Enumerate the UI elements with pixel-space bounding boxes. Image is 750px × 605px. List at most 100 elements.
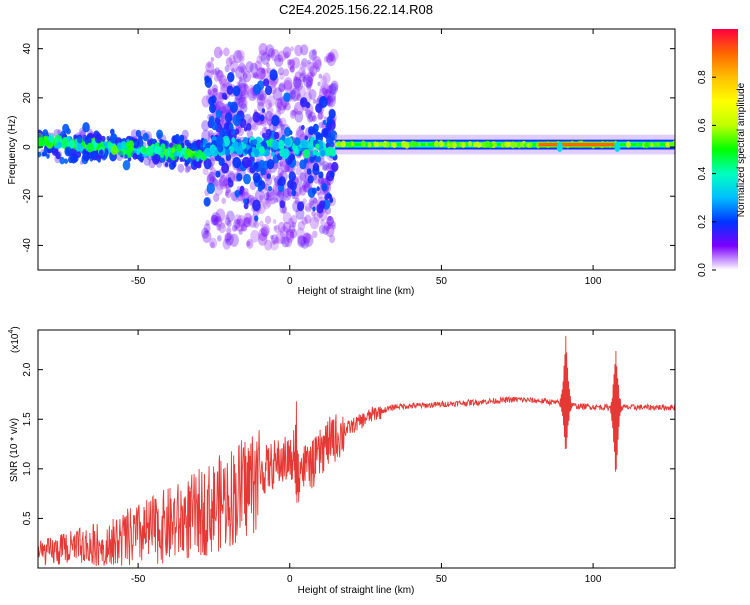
snr-scale-suffix: )	[10, 326, 21, 329]
spectrogram-blob	[254, 189, 265, 203]
spectrogram-blob	[218, 78, 223, 84]
spectrogram-blob	[305, 76, 314, 87]
spectrogram-blob	[346, 141, 352, 148]
spectrogram-blob	[433, 140, 439, 148]
spectrogram-blob	[229, 101, 239, 113]
spectrogram-blob	[202, 230, 212, 243]
spectrogram-blob	[266, 54, 271, 61]
spectrogram-blob	[328, 108, 336, 119]
spectrogram-blob	[288, 171, 296, 182]
spectrogram-blob	[367, 142, 372, 148]
colorbar-gradient	[712, 29, 738, 270]
spectrogram-blob	[291, 57, 301, 69]
spectrogram-blob	[265, 128, 272, 138]
spectrogram-blob	[317, 179, 322, 185]
spectrogram-blob	[218, 222, 226, 234]
spectrogram-blob	[323, 56, 329, 63]
snr-scale-prefix: (x10	[10, 333, 21, 353]
spectrogram-blob	[266, 106, 274, 116]
spectrogram-blob	[239, 185, 245, 192]
spectrogram-blob	[97, 134, 102, 140]
spectrogram-blob	[184, 165, 190, 174]
spectrogram-blob	[242, 217, 251, 228]
spectrogram-blob	[48, 136, 53, 142]
spectrogram-blob	[205, 219, 210, 226]
spectrogram-blob	[243, 113, 252, 126]
spectrogram-blob	[219, 50, 224, 56]
spectrogram-blob	[94, 133, 103, 144]
spectrogram-blob	[43, 135, 48, 141]
spectrogram-blob	[271, 151, 275, 157]
spectrogram-blob	[528, 142, 533, 147]
spectrogram-blob	[475, 141, 480, 148]
spectrogram-blob	[300, 170, 308, 182]
spectrogram-blob	[222, 238, 231, 250]
spectrogram-blob	[635, 142, 640, 148]
spectrogram-blob	[385, 142, 390, 147]
spectrogram-blob	[214, 183, 224, 196]
spectrogram-blob	[208, 103, 216, 114]
spectrogram-blob	[116, 142, 123, 151]
spectrogram-blob	[124, 154, 128, 159]
colorbar-ticks: 0.0 0.2 0.4 0.6 0.8	[697, 70, 716, 277]
colorbar: 0.0 0.2 0.4 0.6 0.8 Normalized spectral ampl…	[697, 29, 747, 277]
spectrogram-blob	[177, 163, 185, 173]
spectrogram-blob	[282, 188, 290, 199]
spectrogram-blob	[278, 82, 286, 92]
spectrogram-blob	[231, 129, 236, 136]
spectrogram-blob	[485, 140, 491, 148]
spectrogram-blob	[215, 170, 221, 178]
spectrogram-blob	[275, 230, 286, 244]
spectrogram-blob	[229, 60, 239, 73]
spectrogram-blob	[269, 69, 278, 81]
spectrogram-blob	[258, 159, 265, 168]
spectrogram-blob	[252, 73, 257, 79]
spectrogram-blob	[300, 139, 308, 149]
spectrogram-blob	[187, 157, 192, 163]
spectrogram-blob	[224, 232, 231, 242]
spectrogram-blob	[290, 46, 294, 52]
spectrogram-blob	[328, 83, 337, 95]
spectrogram-blob	[218, 74, 228, 86]
spectrogram-blob	[257, 67, 267, 80]
snr-y-tick-label: 2.0	[22, 362, 33, 376]
spectrogram-blob	[277, 67, 285, 76]
spectrogram-blob	[59, 156, 65, 165]
spectrogram-blob	[143, 156, 151, 167]
spectrogram-blob	[201, 227, 210, 239]
spectrogram-blob	[55, 150, 62, 160]
spectrogram-blob	[271, 115, 280, 127]
snr-y-tick-label: 0.5	[22, 511, 33, 525]
spectrogram-blob	[156, 129, 163, 139]
spectrogram-blob	[306, 71, 314, 83]
spectrogram-blob	[309, 65, 318, 77]
spectrogram-blob	[62, 123, 70, 134]
spectrogram-blob	[325, 89, 329, 95]
spectrogram-blob	[297, 235, 307, 248]
spectrogram-blob	[241, 89, 246, 96]
spectrogram-blob	[259, 67, 269, 81]
spectrogram-blob	[446, 142, 450, 147]
spectrogram-blob	[166, 150, 171, 157]
snr-scale-label: (x104)	[8, 326, 21, 353]
spectrogram-blob	[285, 228, 295, 241]
spectrogram-blob	[280, 123, 285, 130]
snr-scale-exponent: 4	[8, 330, 15, 334]
spectrogram-blob	[265, 110, 273, 121]
spectrogram-blob	[256, 94, 266, 107]
spectrogram-blob	[115, 150, 124, 162]
spectrogram-blob	[261, 68, 266, 74]
spectrogram-blob	[240, 82, 250, 96]
spectrogram-blob	[312, 62, 319, 70]
spectrogram-blob	[220, 116, 225, 123]
spectrogram-blob	[307, 61, 315, 73]
figure-title: C2E4.2025.156.22.14.R08	[279, 2, 433, 17]
spectrogram-blob	[220, 114, 226, 121]
spectrogram-blob	[289, 65, 295, 73]
spectrogram-blob	[201, 95, 211, 108]
spectrogram-blob	[322, 119, 327, 126]
spectrogram-blob	[298, 66, 306, 76]
spectrogram-blob	[309, 156, 315, 163]
spectrogram-blob	[241, 89, 249, 100]
spectrogram-blob	[243, 198, 248, 204]
